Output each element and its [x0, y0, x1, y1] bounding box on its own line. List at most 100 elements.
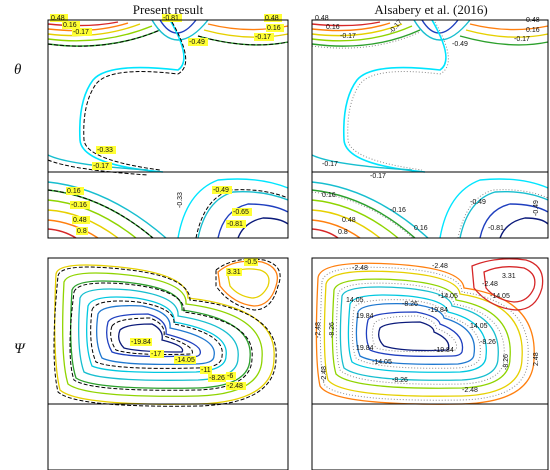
contour-line	[54, 264, 275, 405]
contour-label: 3.31	[502, 273, 516, 280]
contour-label: 3.31	[227, 269, 241, 276]
dotted-contour	[457, 189, 549, 239]
dotted-streamlines	[319, 266, 529, 401]
dotted-contour	[371, 315, 458, 353]
dashed-contour	[83, 21, 187, 171]
contour-line	[47, 21, 119, 27]
dotted-contour	[311, 31, 421, 49]
contour-line	[118, 323, 184, 353]
contour-label: -0.17	[322, 161, 338, 168]
contour-line	[78, 19, 185, 173]
contour-label: -14.05	[438, 293, 458, 300]
contour-line	[47, 228, 77, 239]
contour-label: -0.5	[245, 259, 257, 266]
contour-label: -0.65	[233, 209, 249, 216]
contour-line	[311, 154, 413, 171]
contour-line	[331, 278, 511, 389]
contour-labels: -0.5 3.31 -19.84 -17 -14.05 -11 -8.26 -6…	[130, 258, 258, 390]
panel-psi-alsabery: -2.48 -2.48 3.31 14.05 -8.26 -14.05 19.8…	[311, 257, 549, 470]
row-label-theta: θ	[14, 62, 22, 78]
contour-label: 0.16	[63, 22, 77, 29]
contour-line	[311, 228, 339, 239]
panel-frame	[47, 19, 289, 239]
contour-labels: -2.48 -2.48 3.31 14.05 -8.26 -14.05 19.8…	[315, 263, 540, 394]
contour-label: -0.49	[213, 187, 229, 194]
contour-label: -8.26	[402, 301, 418, 308]
dotted-contour	[335, 282, 505, 385]
contour-line	[227, 268, 270, 299]
contour-label: -2.48	[462, 387, 478, 394]
panel-psi-present: -0.5 3.31 -19.84 -17 -14.05 -11 -8.26 -6…	[47, 257, 289, 470]
contour-label: 0.48	[315, 15, 329, 22]
contour-line	[378, 321, 450, 352]
contour-line	[479, 203, 549, 239]
streamline-group	[54, 260, 279, 405]
contour-label: 0.16	[326, 24, 340, 31]
contour-line	[203, 29, 289, 38]
contour-label: -8.26	[503, 354, 510, 370]
contour-label: 0.16	[322, 192, 336, 199]
contour-line	[459, 35, 549, 46]
contour-line	[311, 29, 421, 47]
contour-label: -14.05	[490, 293, 510, 300]
dotted-contour	[311, 191, 414, 239]
contour-line	[439, 178, 549, 239]
contour-line	[311, 209, 381, 239]
contour-label: -19.84	[434, 347, 454, 354]
contour-label: 0.16	[526, 27, 540, 34]
contour-label: -19.84	[428, 307, 448, 314]
contour-line	[96, 305, 215, 366]
contour-line	[315, 262, 535, 405]
dashed-contour	[53, 266, 277, 407]
contour-labels: 0.48 0.16 -0.17 -0.81 -0.49 0.48 0.16 -0…	[50, 14, 284, 235]
contour-label: -0.81	[488, 225, 504, 232]
contour-line	[151, 19, 209, 41]
contour-label: -2.48	[482, 281, 498, 288]
contour-label: -0.49	[452, 41, 468, 48]
contour-label: 0.16	[67, 188, 81, 195]
contour-label: -0.33	[97, 147, 113, 154]
contour-line	[365, 311, 464, 358]
dashed-contour	[47, 29, 161, 47]
contour-label: -0.49	[470, 199, 486, 206]
contour-line	[311, 23, 403, 37]
contour-line	[311, 181, 429, 239]
contour-label: -6	[227, 373, 233, 380]
contour-line	[237, 217, 289, 239]
contour-line	[47, 181, 167, 239]
contour-line	[323, 270, 523, 397]
contour-label: -0.81	[227, 221, 243, 228]
contour-line	[106, 313, 201, 358]
contour-label: -0.17	[93, 163, 109, 170]
contour-label: 0.48	[265, 15, 279, 22]
dashed-contour	[47, 159, 149, 176]
contour-line	[311, 219, 361, 239]
contour-line	[311, 22, 391, 32]
contour-line	[62, 272, 263, 397]
contour-line	[86, 296, 227, 374]
contour-label: 2.48	[533, 352, 540, 366]
contour-label: -0.17	[340, 33, 356, 40]
contour-label: -0.16	[71, 202, 87, 209]
contour-label: -11	[201, 367, 211, 374]
contour-line	[483, 266, 536, 303]
panel-frame	[311, 257, 549, 470]
contour-label: -0.33	[177, 192, 184, 208]
contour-label: 0.16	[267, 25, 281, 32]
contour-line	[459, 190, 549, 239]
dashed-contour	[47, 189, 154, 239]
contour-line	[47, 219, 99, 239]
contour-label: -0.16	[390, 207, 406, 214]
contour-label: 0.48	[73, 217, 87, 224]
contour-line	[311, 21, 381, 27]
contour-label: -0.17	[514, 36, 530, 43]
contour-label: -2.48	[432, 263, 448, 270]
dashed-contour	[215, 258, 281, 311]
contour-label: -0.81	[163, 15, 179, 22]
dotted-contour	[351, 299, 481, 369]
contour-label: -2.48	[315, 322, 322, 338]
contour-label: 19.84	[356, 313, 374, 320]
contour-label: -14.05	[175, 357, 195, 364]
contour-label: -0.49	[533, 200, 540, 216]
dashed-contour	[197, 35, 289, 46]
